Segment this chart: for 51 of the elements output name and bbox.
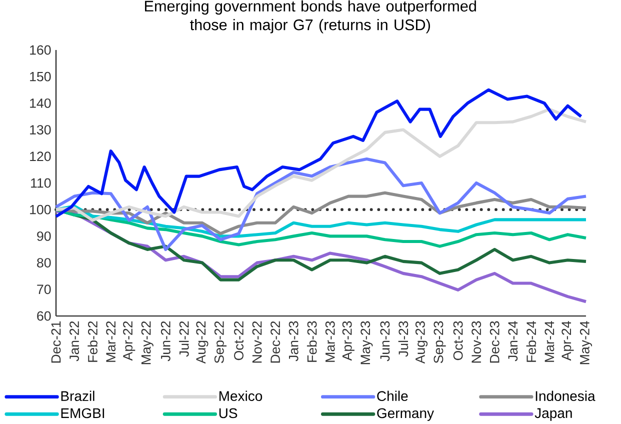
line-series <box>54 88 583 218</box>
y-tick-label: 70 <box>37 284 51 294</box>
x-tick-label: Oct-22 <box>234 321 244 360</box>
x-tick-label: Jan-24 <box>508 321 518 362</box>
x-tick-label: Feb-24 <box>526 321 536 362</box>
x-tick-label: Apr-24 <box>562 321 574 361</box>
legend-label: Germany <box>377 408 434 421</box>
x-tick-label: May-23 <box>360 321 373 364</box>
y-tick-label: 140 <box>30 98 51 108</box>
x-tick-label: Jan-22 <box>70 321 79 362</box>
x-tick-label: Feb-22 <box>88 321 98 362</box>
legend-label: EMGBI <box>61 408 104 418</box>
x-tick-label: May-22 <box>141 321 154 364</box>
y-tick-label: 60 <box>37 311 51 321</box>
x-tick-label: Aug-22 <box>196 321 208 364</box>
legend-label: Mexico <box>219 390 262 402</box>
x-tick-label: Jul-23 <box>398 321 408 357</box>
y-tick-label: 120 <box>30 152 51 162</box>
x-tick-label: Nov-22 <box>252 321 262 363</box>
y-tick-label: 130 <box>30 125 51 135</box>
x-tick-label: Oct-23 <box>453 321 463 360</box>
x-tick-label: May-24 <box>580 321 592 364</box>
x-tick-label: Dec-22 <box>270 321 280 363</box>
y-tick-label: 80 <box>37 258 51 268</box>
x-tick-label: Sep-23 <box>434 321 446 364</box>
x-tick-label: Apr-22 <box>123 321 136 361</box>
chart-title: Emerging government bonds have outperformed those in major G7 (returns in USD) <box>145 0 476 34</box>
x-tick-label: Mar-24 <box>544 321 554 362</box>
legend-label: US <box>219 408 238 418</box>
legend-label: Japan <box>534 408 572 421</box>
x-tick-label: Nov-23 <box>472 321 482 363</box>
y-tick-label: 110 <box>31 178 51 188</box>
legend-label: Brazil <box>61 390 94 402</box>
x-tick-label: Aug-23 <box>415 321 428 364</box>
y-tick-label: 150 <box>30 72 51 82</box>
x-tick-label: Jun-22 <box>160 321 170 362</box>
y-tick-label: 160 <box>30 45 51 55</box>
legend-label: Indonesia <box>536 390 596 402</box>
x-tick-label: Sep-22 <box>214 321 227 364</box>
y-tick-label: 90 <box>37 231 51 241</box>
x-tick-label: Dec-23 <box>490 321 500 363</box>
x-tick-label: Mar-23 <box>325 321 335 362</box>
legend-label: Chile <box>377 390 408 402</box>
x-tick-label: Jun-23 <box>380 321 390 362</box>
x-tick-label: Dec-21 <box>51 321 61 363</box>
x-tick-label: Jul-22 <box>179 321 189 357</box>
x-tick-label: Jan-23 <box>288 321 298 362</box>
x-tick-label: Mar-22 <box>106 321 116 362</box>
x-tick-label: Apr-23 <box>342 321 354 361</box>
x-tick-label: Feb-23 <box>306 321 317 362</box>
y-tick-label: 100 <box>30 204 51 214</box>
